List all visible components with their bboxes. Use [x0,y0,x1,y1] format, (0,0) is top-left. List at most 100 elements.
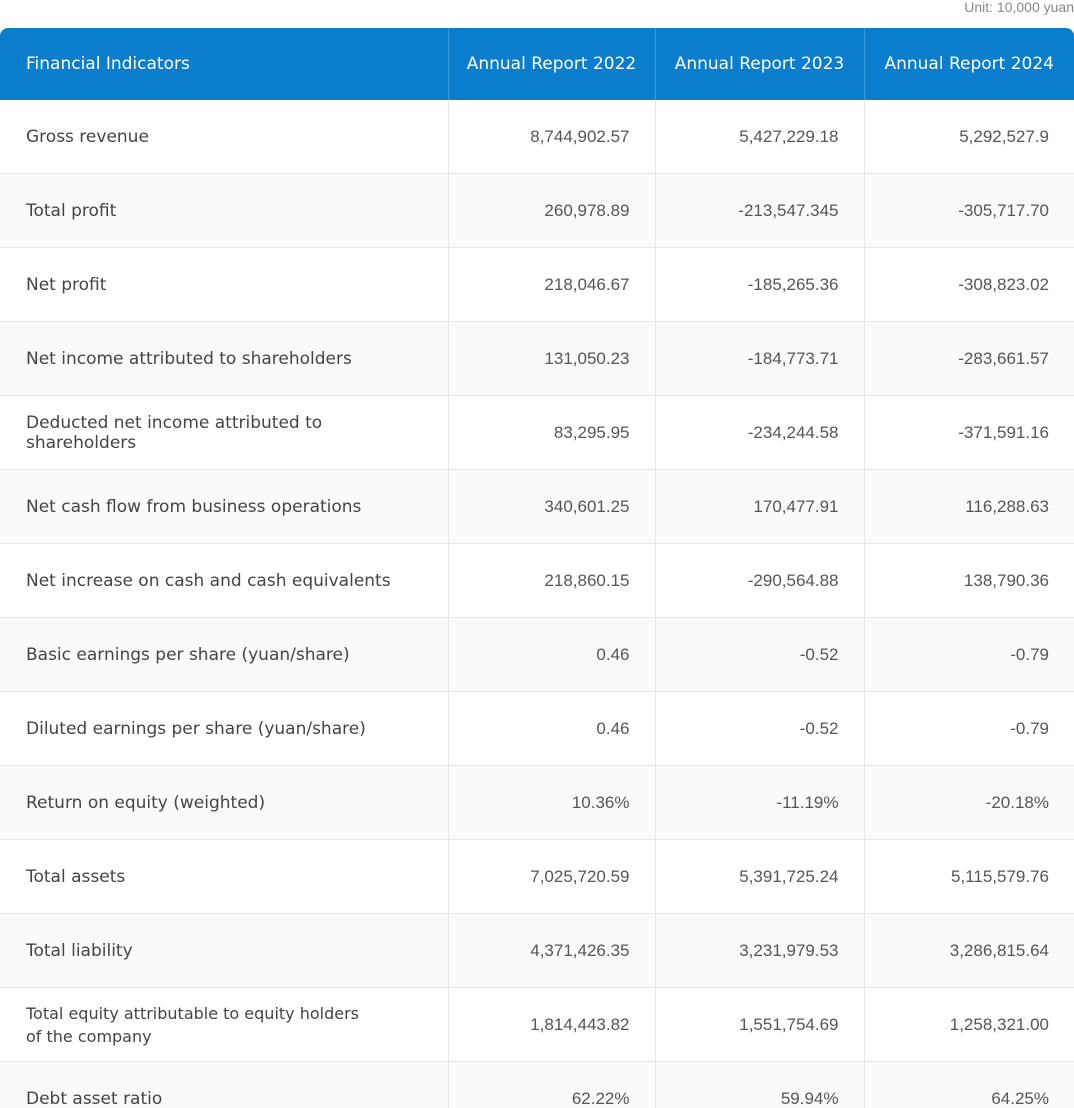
value-cell: 218,046.67 [447,247,655,322]
value-text: 7,025,720.59 [530,866,630,886]
table-row: Net income attributed to shareholders 131… [0,321,1074,396]
header-cell: Financial Indicators [0,28,448,100]
value-text: 340,601.25 [544,496,630,516]
indicator-label: Total equity attributable to equity hold… [26,1003,359,1046]
value-cell: -0.79 [863,691,1074,766]
value-cell: 1,551,754.69 [654,987,864,1062]
value-text: 5,292,527.9 [959,126,1049,146]
value-text: -371,591.16 [958,422,1049,442]
indicator-label: Net income attributed to shareholders [26,348,352,369]
value-text: -290,564.88 [747,570,839,590]
indicator-label: Total liability [26,940,133,961]
indicator-cell: Diluted earnings per share (yuan/share) [0,691,448,766]
value-text: 59.94% [780,1088,839,1108]
value-cell: -20.18% [863,765,1074,840]
value-text: -308,823.02 [958,274,1049,294]
indicator-cell: Return on equity (weighted) [0,765,448,840]
indicator-cell: Net increase on cash and cash equivalent… [0,543,448,618]
value-cell: 170,477.91 [654,469,864,544]
indicator-label: Net increase on cash and cash equivalent… [26,570,391,591]
indicator-label: Deducted net income attributed to shareh… [26,412,323,453]
indicator-label: Return on equity (weighted) [26,792,266,813]
table-row: Total profit 260,978.89 -213,547.345 -305,7… [0,173,1074,248]
table-row: Net increase on cash and cash equivalent… [0,543,1074,618]
value-cell: 5,115,579.76 [863,839,1074,914]
table-row: Total equity attributable to equity hold… [0,987,1074,1062]
value-text: 1,551,754.69 [739,1014,839,1034]
value-text: 131,050.23 [544,348,630,368]
value-cell: 131,050.23 [447,321,655,396]
indicator-label: Total profit [26,200,117,221]
value-cell: 62.22% [447,1061,655,1108]
value-cell: -290,564.88 [654,543,864,618]
table-row: Deducted net income attributed to shareh… [0,395,1074,470]
value-text: 3,286,815.64 [949,940,1049,960]
unit-note: Unit: 10,000 yuan [964,0,1074,15]
indicator-cell: Gross revenue [0,100,448,174]
value-cell: 0.46 [447,617,655,692]
value-text: 1,814,443.82 [530,1014,630,1034]
indicator-cell: Net cash flow from business operations [0,469,448,544]
value-text: 3,231,979.53 [739,940,839,960]
table-row: Net cash flow from business operations 34… [0,469,1074,544]
financial-table: Financial Indicators Annual Report 2022 An… [0,28,1074,1108]
indicator-cell: Debt asset ratio [0,1061,448,1108]
value-text: -0.79 [1010,644,1049,664]
value-text: 64.25% [991,1088,1049,1108]
value-cell: 83,295.95 [447,395,655,470]
value-text: -0.52 [799,644,839,664]
value-cell: 116,288.63 [863,469,1074,544]
value-cell: 260,978.89 [447,173,655,248]
value-cell: -185,265.36 [654,247,864,322]
value-cell: -0.79 [863,617,1074,692]
header-cell: Annual Report 2022 [447,28,655,100]
indicator-label: Total assets [26,866,126,887]
table-row: Total assets 7,025,720.59 5,391,725.24 5,11… [0,839,1074,914]
value-text: 5,115,579.76 [951,866,1049,886]
indicator-cell: Total equity attributable to equity hold… [0,987,448,1062]
value-cell: 3,286,815.64 [863,913,1074,988]
value-cell: 64.25% [863,1061,1074,1108]
value-cell: 8,744,902.57 [447,100,655,174]
value-text: -0.79 [1010,718,1049,738]
value-cell: 3,231,979.53 [654,913,864,988]
value-cell: 5,427,229.18 [654,100,864,174]
value-text: 62.22% [571,1088,630,1108]
value-text: 116,288.63 [965,496,1049,516]
table-body: Gross revenue 8,744,902.57 5,427,229.18 5,2… [0,100,1074,1108]
value-text: -0.52 [799,718,839,738]
value-cell: -305,717.70 [863,173,1074,248]
value-text: 5,391,725.24 [739,866,839,886]
value-cell: 1,258,321.00 [863,987,1074,1062]
indicator-cell: Deducted net income attributed to shareh… [0,395,448,470]
value-text: -213,547.345 [738,200,839,220]
indicator-label: Diluted earnings per share (yuan/share) [26,718,366,739]
value-cell: -0.52 [654,691,864,766]
value-text: 218,860.15 [544,570,630,590]
indicator-label: Debt asset ratio [26,1088,163,1108]
value-text: -283,661.57 [958,348,1049,368]
value-cell: 10.36% [447,765,655,840]
indicator-label: Gross revenue [26,126,149,147]
value-text: 170,477.91 [753,496,839,516]
value-cell: -184,773.71 [654,321,864,396]
value-text: 0.46 [596,644,630,664]
value-cell: 0.46 [447,691,655,766]
table-row: Diluted earnings per share (yuan/share) 0… [0,691,1074,766]
indicator-label: Net profit [26,274,107,295]
value-text: 83,295.95 [553,422,630,442]
value-text: -185,265.36 [747,274,839,294]
value-text: 1,258,321.00 [949,1014,1049,1034]
value-text: 5,427,229.18 [739,126,839,146]
indicator-cell: Total profit [0,173,448,248]
indicator-label: Net cash flow from business operations [26,496,362,517]
value-text: 0.46 [596,718,630,738]
value-cell: 5,391,725.24 [654,839,864,914]
header-cell: Annual Report 2024 [863,28,1074,100]
value-cell: -213,547.345 [654,173,864,248]
header-cell: Annual Report 2023 [654,28,864,100]
value-cell: 138,790.36 [863,543,1074,618]
indicator-cell: Total assets [0,839,448,914]
value-cell: 7,025,720.59 [447,839,655,914]
